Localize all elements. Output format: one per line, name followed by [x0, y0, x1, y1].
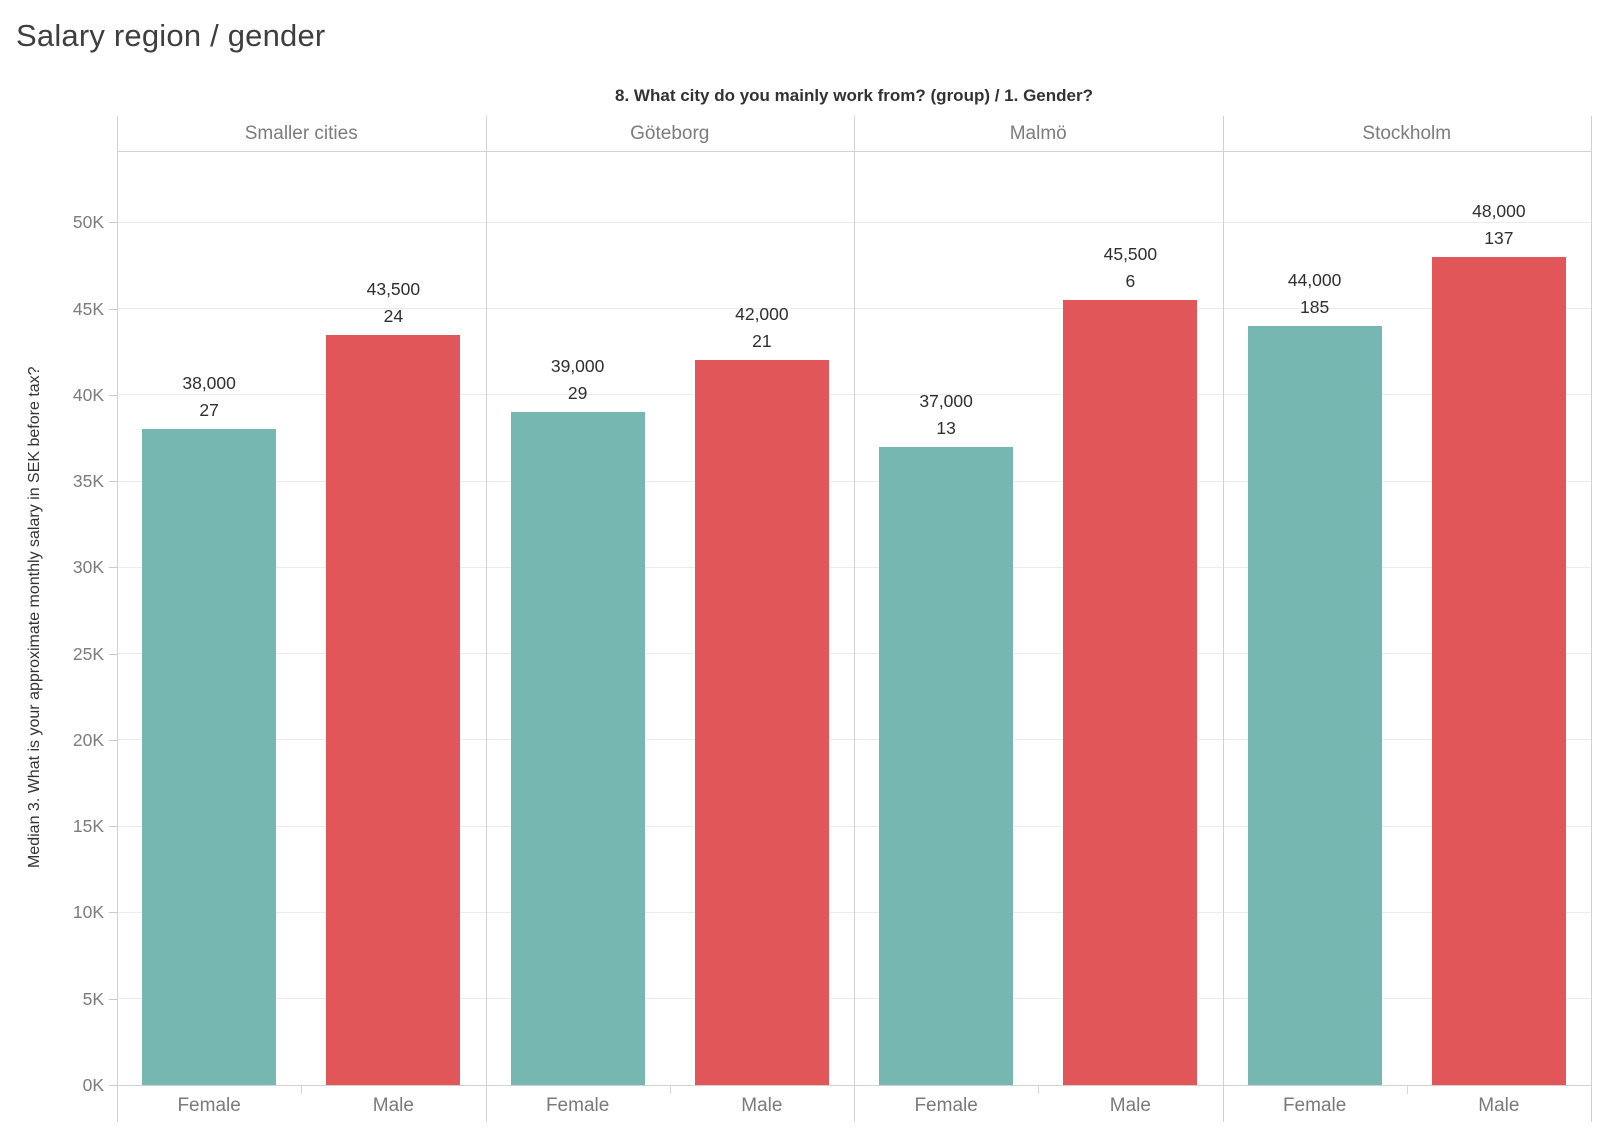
category-boundary-tick: [669, 1086, 671, 1094]
bar-count-text: 137: [1484, 227, 1514, 248]
panel-header-göteborg: Göteborg: [630, 123, 710, 144]
bar-göteborg-female[interactable]: [510, 412, 645, 1085]
panel-header-smaller-cities: Smaller cities: [244, 123, 358, 144]
y-axis-tick: [109, 739, 117, 741]
x-axis-label-female: Female: [914, 1095, 978, 1116]
chart-title: Salary region / gender: [16, 18, 326, 53]
bar-value-label: 43,500 24: [301, 276, 485, 330]
x-axis-label-male: Male: [1478, 1095, 1520, 1116]
bar-malmö-male[interactable]: [1063, 300, 1198, 1085]
plot-right-border: [1591, 116, 1592, 1122]
bar-stockholm-female[interactable]: [1247, 325, 1382, 1085]
y-axis-tick: [109, 998, 117, 1000]
y-axis-tick: [109, 653, 117, 655]
x-axis-label-male: Male: [1109, 1095, 1151, 1116]
bar-count-text: 185: [1300, 296, 1330, 317]
y-tick-label: 50K: [72, 212, 104, 233]
x-axis-label-female: Female: [177, 1095, 241, 1116]
y-axis-tick: [109, 1085, 117, 1086]
bar-count-text: 6: [1125, 271, 1136, 292]
y-tick-label: 40K: [72, 384, 104, 405]
category-boundary-tick: [1406, 1086, 1408, 1094]
bar-smaller-cities-female[interactable]: [142, 429, 277, 1085]
x-axis-label-male: Male: [741, 1095, 783, 1116]
y-axis-tick: [109, 826, 117, 828]
bar-count-text: 27: [199, 400, 219, 421]
panel-header-malmö: Malmö: [1009, 123, 1067, 144]
bar-value-text: 48,000: [1472, 200, 1526, 221]
bar-göteborg-male[interactable]: [694, 360, 829, 1085]
y-tick-label: 30K: [72, 557, 104, 578]
bar-count-text: 21: [752, 331, 772, 352]
bar-value-label: 38,000 27: [117, 370, 301, 424]
bar-value-text: 43,500: [366, 278, 421, 299]
plot-area: 38,000 27 43,500 24 39,000 29 42,000 21 37,000 13…: [117, 150, 1591, 1086]
y-axis-title: Median 3. What is your approximate month…: [26, 366, 43, 869]
bar-stockholm-male[interactable]: [1431, 256, 1566, 1085]
bar-value-label: 48,000 137: [1407, 198, 1591, 252]
y-tick-label: 20K: [72, 729, 104, 750]
y-axis-tick: [109, 308, 117, 310]
bar-value-text: 45,500: [1103, 244, 1158, 265]
panel-header-stockholm: Stockholm: [1362, 123, 1452, 144]
bar-value-label: 44,000 185: [1223, 267, 1407, 321]
category-boundary-tick: [301, 1086, 303, 1094]
bar-value-label: 39,000 29: [486, 353, 670, 407]
bar-smaller-cities-male[interactable]: [326, 334, 461, 1085]
y-axis-tick: [109, 567, 117, 569]
y-axis-tick: [109, 912, 117, 914]
y-tick-label: 45K: [72, 298, 104, 319]
y-axis-tick: [109, 222, 117, 224]
panel-divider: [1222, 116, 1224, 1122]
bar-malmö-female[interactable]: [879, 446, 1014, 1085]
bar-value-text: 44,000: [1287, 269, 1342, 290]
bar-value-text: 37,000: [919, 390, 973, 411]
y-tick-label: 5K: [82, 988, 104, 1009]
bar-value-label: 37,000 13: [854, 388, 1038, 442]
bar-value-text: 38,000: [182, 373, 236, 394]
y-axis-tick: [109, 481, 117, 483]
bar-value-text: 42,000: [735, 304, 789, 325]
column-field-title: 8. What city do you mainly work from? (g…: [615, 86, 1093, 105]
y-tick-label: 10K: [72, 902, 104, 923]
bar-value-text: 39,000: [550, 356, 605, 377]
plot-left-border: [117, 116, 118, 1122]
y-tick-label: 0K: [82, 1075, 104, 1095]
bar-value-label: 45,500 6: [1038, 241, 1222, 295]
panel-divider: [854, 116, 855, 1122]
y-tick-label: 35K: [72, 471, 104, 492]
y-tick-label: 25K: [72, 643, 104, 664]
x-axis-label-male: Male: [372, 1095, 414, 1116]
x-axis-label-female: Female: [545, 1095, 610, 1116]
y-axis-tick: [109, 394, 117, 396]
bar-count-text: 13: [936, 417, 956, 438]
bar-count-text: 24: [383, 305, 404, 326]
y-tick-label: 15K: [72, 816, 104, 837]
category-boundary-tick: [1038, 1086, 1040, 1094]
bar-value-label: 42,000 21: [670, 301, 854, 355]
bar-count-text: 29: [567, 383, 588, 404]
x-axis-label-female: Female: [1282, 1095, 1347, 1116]
panel-divider: [485, 116, 487, 1122]
